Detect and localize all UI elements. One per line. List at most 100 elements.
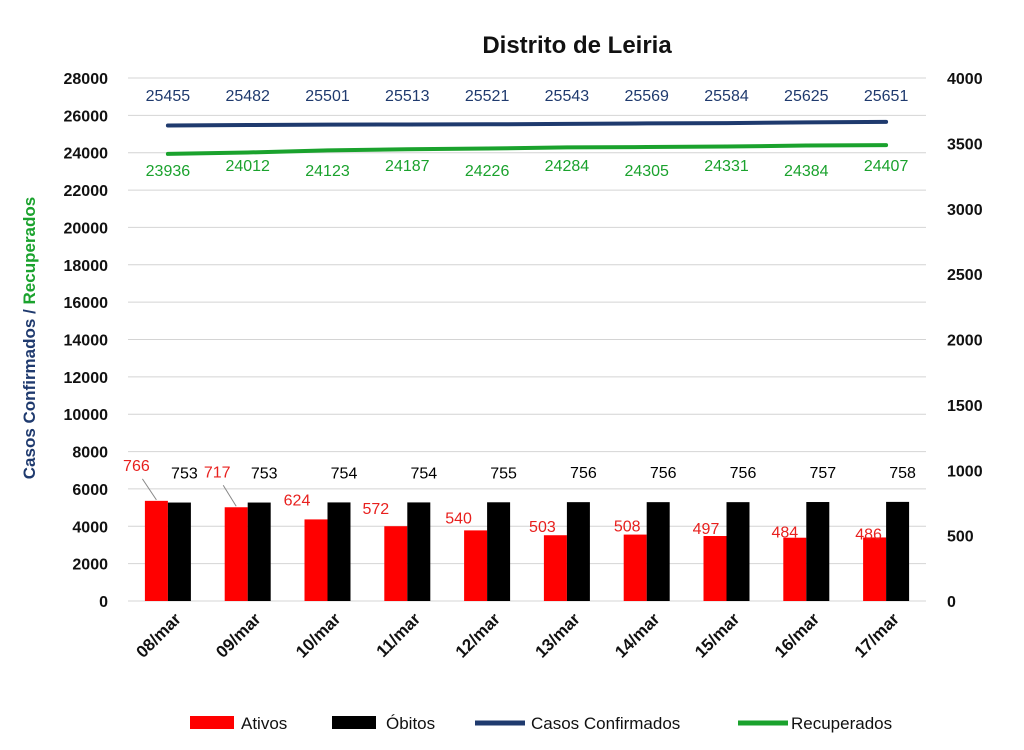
bar-obitos [167,502,191,601]
category-label: 13/mar [532,609,584,661]
left-tick-label: 0 [99,594,108,611]
right-tick-label: 2000 [947,333,983,350]
bar-obitos [566,502,590,601]
bar-ativos [543,535,567,601]
bar-ativos [304,519,328,601]
category-label: 11/mar [373,609,425,661]
data-label-recuperados: 24384 [784,163,829,180]
data-label-ativos: 503 [529,519,556,536]
category-labels: 08/mar 09/mar 10/mar 11/mar 12/mar 13/mar 14/m… [133,609,904,661]
bars [144,500,910,601]
data-label-obitos: 756 [650,465,677,482]
right-axis-ticks: 0 500 1000 1500 2000 2500 3000 3500 4000 [947,71,983,611]
data-label-ativos: 540 [445,510,472,527]
left-tick-label: 6000 [72,482,108,499]
legend-label: Recuperados [791,714,892,733]
line-recuperados [165,143,889,156]
data-label-obitos: 756 [730,465,757,482]
left-axis-ticks: 0 2000 4000 6000 8000 10000 12000 14000 16000 180… [64,71,109,611]
data-label-recuperados: 24226 [465,163,510,180]
left-tick-label: 14000 [64,333,109,350]
data-label-obitos: 758 [889,465,916,482]
right-tick-label: 3000 [947,202,983,219]
bar-obitos [726,502,750,601]
category-label: 16/mar [771,609,823,661]
y-axis-label: Casos Confirmados / Recuperados [20,197,39,479]
data-label-recuperados: 24407 [864,158,909,175]
left-tick-label: 20000 [64,220,109,237]
data-label-casos-confirmados: 25543 [545,88,590,105]
data-label-casos-confirmados: 25521 [465,88,510,105]
data-label-obitos: 756 [570,465,597,482]
gridlines [128,77,926,602]
data-label-casos-confirmados: 25513 [385,88,430,105]
data-label-ativos: 486 [855,526,882,543]
category-label: 15/mar [691,609,743,661]
category-label: 14/mar [611,609,663,661]
chart-title: Distrito de Leiria [482,32,672,59]
right-tick-label: 0 [947,594,956,611]
data-label-ativos: 766 [123,458,150,475]
data-label-obitos: 755 [490,465,517,482]
data-label-obitos: 753 [171,466,198,483]
data-label-ativos: 508 [614,519,641,536]
category-label: 12/mar [452,609,504,661]
bar-ativos [623,534,647,601]
data-label-ativos: 717 [204,464,231,481]
data-label-casos-confirmados: 25455 [146,88,191,105]
data-label-recuperados: 23936 [146,163,191,180]
legend-swatch [190,716,234,729]
data-label-casos-confirmados: 25584 [704,88,749,105]
right-tick-label: 1000 [947,463,983,480]
left-tick-label: 28000 [64,71,109,88]
data-label-recuperados: 24187 [385,158,430,175]
bar-obitos [646,502,670,601]
lines [165,119,889,156]
bar-obitos [407,502,431,601]
bar-ativos [224,507,248,601]
legend-label: Óbitos [386,714,435,733]
category-label: 09/mar [212,609,264,661]
leader-line [141,478,157,501]
right-tick-label: 1500 [947,398,983,415]
legend-swatch [332,716,376,729]
data-label-ativos: 624 [284,492,311,509]
data-label-obitos: 753 [251,466,278,483]
legend-label: Casos Confirmados [531,714,680,733]
left-tick-label: 8000 [72,445,108,462]
data-label-casos-confirmados: 25482 [225,88,270,105]
bar-obitos [247,502,271,601]
data-label-ativos: 497 [693,521,720,538]
left-tick-label: 4000 [72,519,108,536]
bar-obitos [886,501,910,601]
data-label-recuperados: 24284 [545,158,590,175]
bar-ativos [863,537,887,601]
data-label-recuperados: 24331 [704,158,749,175]
data-label-ativos: 572 [362,501,389,518]
bar-ativos [384,526,408,601]
left-tick-label: 26000 [64,108,109,125]
right-tick-label: 4000 [947,71,983,88]
data-labels: 766 753 717 753 624 754 572 754 540 755 503 756 508 7… [123,88,916,543]
legend-label: Ativos [241,714,287,733]
data-label-recuperados: 24012 [225,158,270,175]
category-label: 10/mar [292,609,344,661]
data-label-recuperados: 24305 [624,163,669,180]
bar-obitos [806,502,830,601]
left-tick-label: 12000 [64,370,109,387]
bar-ativos [703,536,727,601]
left-tick-label: 24000 [64,146,109,163]
left-tick-label: 10000 [64,407,109,424]
data-label-casos-confirmados: 25569 [624,88,669,105]
data-label-obitos: 757 [809,465,836,482]
legend: Ativos Óbitos Casos Confirmados Recuperados [190,714,892,733]
data-label-recuperados: 24123 [305,163,350,180]
data-label-casos-confirmados: 25651 [864,88,909,105]
right-tick-label: 3500 [947,136,983,153]
y-axis-label-separator: / [20,304,39,318]
data-label-obitos: 754 [331,465,358,482]
bar-ativos [144,500,168,601]
data-label-obitos: 754 [410,465,437,482]
left-tick-label: 2000 [72,557,108,574]
category-label: 08/mar [133,609,185,661]
